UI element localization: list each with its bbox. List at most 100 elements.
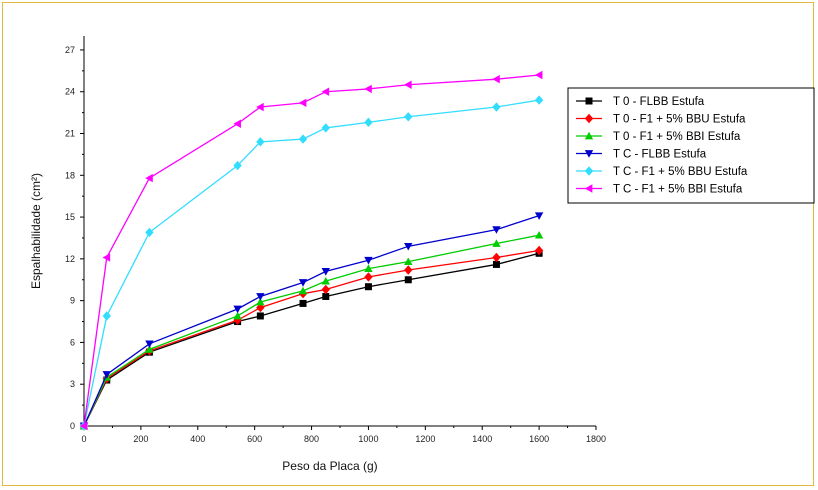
data-point [256, 102, 264, 112]
legend-entry: T C - F1 + 5% BBU Estufa [576, 166, 748, 178]
data-point [145, 345, 154, 353]
data-point [256, 293, 265, 301]
x-tick-label: 400 [190, 434, 205, 444]
y-tick-label: 9 [70, 296, 75, 306]
series-line [83, 215, 540, 427]
data-point [404, 257, 413, 266]
series-5 [79, 95, 544, 431]
data-point [364, 117, 373, 128]
data-point [102, 311, 111, 321]
data-point [404, 276, 412, 284]
data-point [102, 253, 111, 262]
data-point [534, 212, 544, 220]
data-point [492, 239, 501, 247]
data-point [492, 102, 501, 112]
legend-label: T C - F1 + 5% BBU Estufa [613, 166, 748, 178]
data-point [145, 173, 153, 183]
data-point [404, 80, 412, 89]
y-tick-label: 0 [70, 421, 75, 431]
data-point [404, 112, 413, 122]
data-point [534, 70, 543, 80]
data-point [298, 279, 308, 287]
y-tick-label: 27 [65, 45, 75, 55]
data-point [79, 421, 88, 431]
legend-entry: T 0 - F1 + 5% BBI Estufa [576, 131, 741, 143]
data-point [534, 95, 544, 105]
series-1 [80, 249, 543, 430]
data-point [492, 226, 501, 234]
y-tick-label: 18 [65, 170, 75, 180]
data-point [321, 123, 330, 133]
series-line [83, 234, 540, 427]
series-line [83, 252, 540, 427]
legend-marker [584, 184, 593, 193]
x-tick-label: 1200 [415, 434, 435, 444]
data-point [298, 98, 307, 108]
legend-entry: T 0 - FLBB Estufa [576, 96, 705, 108]
data-point [298, 286, 308, 295]
data-point [322, 292, 330, 300]
legend-entry: T C - FLBB Estufa [576, 149, 707, 161]
y-tick-label: 24 [65, 87, 75, 97]
y-axis-title: Espalhabilidade (cm²) [29, 173, 43, 289]
data-point [404, 265, 413, 275]
x-tick-label: 1000 [358, 434, 378, 444]
legend-marker [585, 97, 593, 105]
x-tick-label: 0 [81, 434, 86, 444]
data-point [233, 119, 241, 128]
data-point [102, 371, 111, 379]
data-point [298, 134, 308, 144]
data-point [256, 137, 265, 147]
legend-label: T C - FLBB Estufa [613, 149, 707, 161]
y-tick-label: 21 [65, 129, 75, 139]
data-point [534, 230, 544, 239]
data-point [233, 305, 242, 314]
x-axis-title: Peso da Placa (g) [282, 459, 377, 473]
series-6 [79, 70, 543, 431]
legend-marker [584, 166, 594, 176]
data-point [364, 283, 372, 291]
data-point [492, 252, 501, 263]
data-point [492, 74, 500, 84]
series-layer [79, 70, 544, 431]
data-point [321, 268, 330, 276]
legend-entry: T C - F1 + 5% BBI Estufa [576, 184, 743, 196]
data-point [233, 311, 242, 320]
series-line [83, 74, 540, 427]
legend-label: T 0 - F1 + 5% BBU Estufa [613, 114, 746, 126]
series-4 [79, 212, 544, 431]
data-point [321, 87, 330, 96]
y-tick-label: 6 [70, 337, 75, 347]
y-tick-label: 3 [70, 379, 75, 389]
data-point [492, 260, 500, 268]
legend-marker [584, 150, 594, 158]
legend-label: T 0 - FLBB Estufa [613, 96, 705, 108]
plot-axes: 0 200 400 600 800 1000 1200 1400 1600 1800 0 3 6 9 12 1… [65, 36, 606, 444]
data-point [364, 256, 373, 265]
x-tick-label: 600 [247, 434, 262, 444]
data-point [233, 160, 242, 171]
legend-label: T 0 - F1 + 5% BBI Estufa [613, 131, 741, 143]
data-point [256, 297, 265, 306]
data-point [256, 312, 264, 320]
legend-label: T C - F1 + 5% BBI Estufa [613, 184, 743, 196]
data-point [364, 84, 372, 94]
legend-box [567, 87, 815, 204]
x-tick-label: 800 [304, 434, 319, 444]
legend-marker [584, 131, 594, 140]
x-tick-label: 200 [133, 434, 148, 444]
x-tick-label: 1400 [472, 434, 492, 444]
x-tick-label: 1800 [586, 434, 606, 444]
legend: T 0 - FLBB Estufa T 0 - F1 + 5% BBU Estuf… [567, 87, 815, 204]
data-point [321, 284, 330, 295]
y-tick-label: 15 [65, 212, 75, 222]
series-2 [79, 245, 544, 431]
data-point [145, 340, 154, 349]
legend-marker [584, 113, 594, 124]
data-point [321, 276, 330, 285]
data-point [145, 227, 154, 238]
data-point [299, 299, 307, 307]
series-line [83, 99, 540, 427]
data-point [364, 272, 373, 282]
